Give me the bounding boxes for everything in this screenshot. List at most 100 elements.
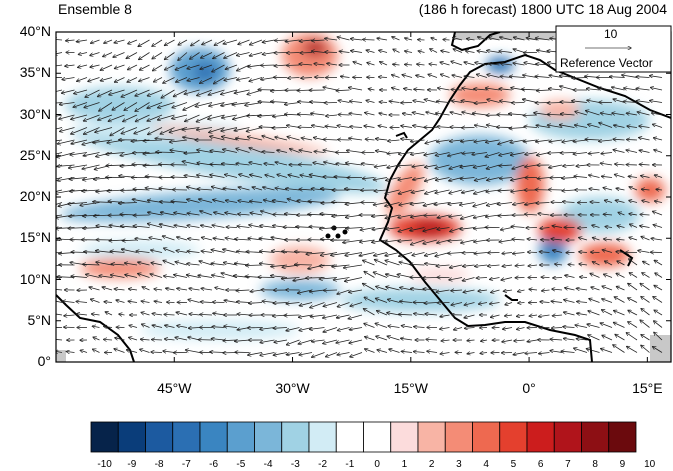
wind-vector [105,312,113,316]
wind-vector [388,140,400,141]
wind-vector [413,101,425,103]
wind-vector [376,139,388,140]
wind-vector [512,239,525,240]
colorbar-swatch [499,421,528,453]
wind-vector [617,239,625,240]
wind-vector [148,127,163,135]
wind-vector [262,53,275,55]
wind-vector [56,189,63,192]
wind-vector [301,138,313,140]
wind-vector [57,165,75,166]
wind-vector [310,315,325,317]
wind-vector [236,138,250,140]
colorbar-swatch [308,421,337,453]
wind-vector [398,240,413,241]
wind-vector [510,139,525,143]
wind-vector [177,326,188,328]
wind-vector [614,297,625,303]
wind-vector [425,314,438,315]
wind-vector [477,74,488,78]
wind-vector [505,303,513,305]
wind-vector [542,290,550,291]
wind-vector [129,325,138,327]
wind-vector [615,335,625,341]
wind-vector [187,77,200,81]
wind-vector [448,152,463,157]
wind-vector [344,264,363,268]
wind-vector [491,289,500,293]
wind-vector [478,290,488,291]
wind-vector [562,178,575,179]
wind-vector [536,203,550,204]
wind-vector [188,239,200,240]
wind-vector [361,164,375,166]
wind-vector [491,315,500,317]
wind-vector [499,240,513,242]
colorbar-label: 0 [374,459,380,470]
wind-vector [337,126,350,128]
wind-vector [654,310,663,316]
wind-vector [410,264,425,265]
wind-vector [96,251,113,253]
wind-vector [515,265,525,266]
wind-vector [450,112,463,116]
wind-vector [140,349,150,353]
colorbar-label: 10 [644,459,656,470]
wind-vector [500,101,513,103]
lon-label: 15°E [632,380,663,396]
wind-vector [261,211,275,216]
wind-vector [222,114,238,118]
wind-vector [174,275,188,278]
wind-vector [264,164,275,166]
wind-vector [511,190,525,192]
lon-label: 30°W [275,380,310,396]
wind-vector [449,277,463,281]
wind-vector [617,226,625,228]
wind-vector [325,38,338,40]
wind-vector [549,140,563,142]
wind-vector [175,337,188,341]
wind-vector [475,125,488,128]
wind-vector [639,126,650,128]
wind-vector [401,126,413,128]
wind-vector [274,65,288,66]
wind-vector [514,340,525,341]
wind-vector [209,127,225,133]
wind-vector [114,289,125,290]
colorbar-swatch [417,421,446,453]
wind-vector [57,139,75,144]
wind-vector [501,64,513,66]
wind-vector [341,76,350,77]
wind-vector [353,62,363,66]
wind-vector [163,77,175,84]
wind-vector [172,102,188,108]
wind-vector [128,301,138,302]
wind-vector [177,237,188,241]
wind-vector [349,138,363,140]
wind-vector [553,278,563,279]
wind-vector [141,301,150,302]
wind-vector [575,112,588,116]
wind-vector [260,352,275,356]
wind-vector [497,203,513,205]
wind-vector [389,101,400,102]
colorbar-swatch [553,421,582,453]
wind-vector [540,228,550,229]
lat-label: 20°N [19,188,51,204]
wind-vector [273,328,288,329]
wind-vector [197,127,213,130]
wind-vector [185,114,200,121]
wind-vector [386,228,400,230]
wind-vector [258,115,275,116]
wind-vector [128,39,138,44]
wind-vector [467,340,475,341]
wind-vector [425,252,438,256]
colorbar-label: -1 [345,459,355,470]
wind-vector [165,52,175,60]
wind-vector [152,52,163,59]
wind-vector [224,77,238,81]
wind-vector [602,286,613,291]
wind-vector [351,39,363,40]
wind-vector [452,75,463,78]
wind-vector [414,89,425,90]
